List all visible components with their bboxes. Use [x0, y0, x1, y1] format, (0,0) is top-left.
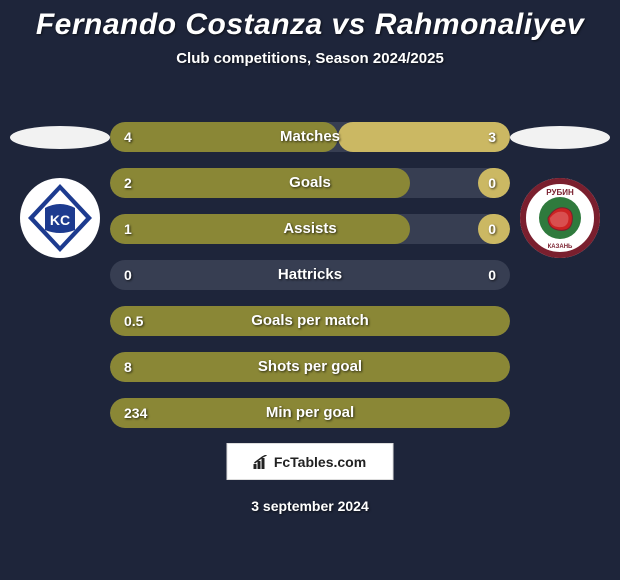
flag-right — [510, 126, 610, 149]
club-badge-left: KC — [20, 178, 100, 258]
badge-right-bottom-text: КАЗАНЬ — [548, 244, 573, 250]
stat-row: 10Assists — [110, 214, 510, 244]
stat-row: 20Goals — [110, 168, 510, 198]
page-title: Fernando Costanza vs Rahmonaliyev — [0, 0, 620, 42]
svg-text:KC: KC — [50, 212, 70, 228]
badge-right-svg: РУБИН КАЗАНЬ — [520, 178, 600, 258]
comparison-card: Fernando Costanza vs Rahmonaliyev Club c… — [0, 0, 620, 580]
date-text: 3 september 2024 — [0, 498, 620, 514]
stat-label: Min per goal — [110, 398, 510, 428]
attribution-box: FcTables.com — [227, 443, 394, 480]
stats-area: 43Matches 20Goals 10Assists 00Hattricks 0.5G… — [110, 122, 510, 444]
stat-label: Goals per match — [110, 306, 510, 336]
badge-right-top-text: РУБИН — [546, 188, 574, 197]
stat-label: Assists — [110, 214, 510, 244]
flag-left — [10, 126, 110, 149]
stat-label: Goals — [110, 168, 510, 198]
stat-row: 8Shots per goal — [110, 352, 510, 382]
stat-row: 0.5Goals per match — [110, 306, 510, 336]
stat-label: Shots per goal — [110, 352, 510, 382]
stat-label: Matches — [110, 122, 510, 152]
subtitle: Club competitions, Season 2024/2025 — [0, 50, 620, 67]
stat-row: 234Min per goal — [110, 398, 510, 428]
attribution-text: FcTables.com — [274, 454, 366, 470]
club-badge-right: РУБИН КАЗАНЬ — [520, 178, 600, 258]
badge-left-svg: KC — [20, 178, 100, 258]
stat-row: 43Matches — [110, 122, 510, 152]
stat-row: 00Hattricks — [110, 260, 510, 290]
chart-icon — [254, 455, 270, 469]
stat-label: Hattricks — [110, 260, 510, 290]
